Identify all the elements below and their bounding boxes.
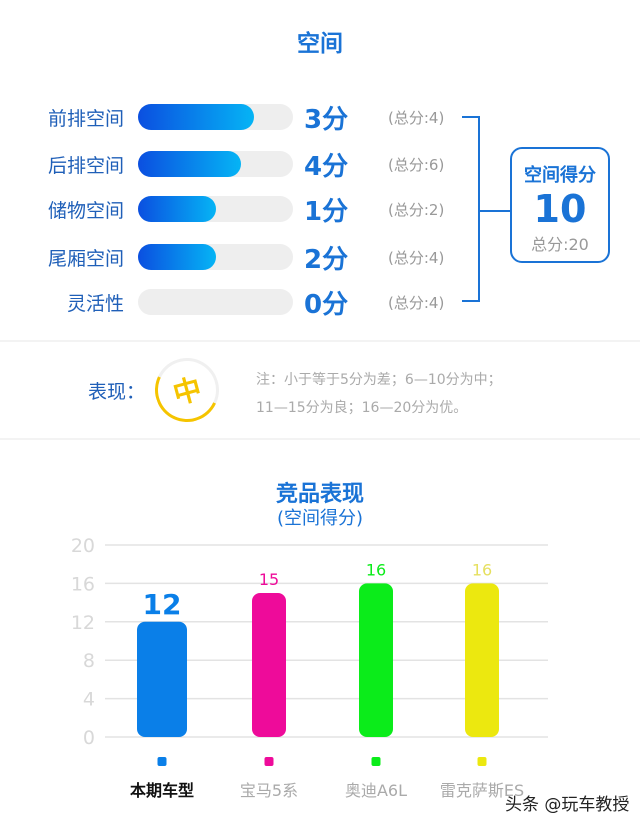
x-tick-label: 奥迪A6L [345, 781, 407, 800]
y-tick-label: 4 [83, 689, 95, 711]
score-bar-track [138, 104, 293, 130]
score-bar-fill [138, 151, 242, 177]
row-label: 灵活性 [66, 293, 124, 315]
data-label: 15 [259, 570, 279, 589]
score-bar-track [138, 196, 293, 222]
total-max: 总分:20 [531, 235, 589, 254]
row-score: 4分 [304, 152, 349, 182]
bar [359, 583, 393, 737]
data-label: 16 [472, 560, 492, 579]
row-label: 尾厢空间 [47, 248, 124, 270]
x-tick-label: 宝马5系 [240, 781, 298, 800]
score-bar-fill [138, 196, 216, 222]
total-label: 空间得分 [524, 165, 596, 186]
performance-label: 表现： [88, 381, 146, 403]
bracket-connector [480, 210, 510, 212]
x-tick-label: 雷克萨斯ES [440, 781, 524, 800]
row-max: (总分:2) [388, 201, 445, 219]
chart-subtitle: (空间得分) [276, 508, 364, 529]
watermark: 头条 @玩车教授 [505, 795, 630, 815]
bar [252, 593, 286, 737]
total-score-box: 空间得分 10 总分:20 [510, 147, 610, 263]
bar [137, 621, 187, 737]
note-line: 注：小于等于5分为差；6—10分为中； [256, 372, 502, 388]
y-tick-label: 0 [83, 727, 95, 749]
x-tick-label: 本期车型 [130, 781, 194, 800]
row-label: 后排空间 [47, 155, 124, 177]
data-label: 16 [366, 560, 386, 579]
score-bar-track [138, 244, 293, 270]
section-title: 空间 [297, 31, 343, 57]
score-bar-track [138, 151, 293, 177]
row-max: (总分:4) [388, 109, 445, 127]
bar [465, 583, 499, 737]
total-value: 10 [533, 187, 587, 231]
score-bar-fill [138, 104, 255, 130]
performance-section [0, 340, 640, 440]
legend-marker [264, 757, 274, 766]
y-tick-label: 8 [83, 650, 95, 672]
row-score: 0分 [304, 290, 349, 320]
row-max: (总分:4) [388, 249, 445, 267]
y-tick-label: 12 [71, 612, 95, 634]
y-tick-label: 16 [71, 573, 95, 595]
row-score: 2分 [304, 245, 349, 275]
bar-chart: 0 4 8 12 16 20 12 本期车型 15 宝马5系 16 奥迪A6L 16 雷克萨斯ES [71, 535, 548, 800]
note-line: 11—15分为良；16—20分为优。 [256, 400, 468, 416]
y-tick-label: 20 [71, 535, 95, 557]
legend-marker [371, 757, 381, 766]
row-label: 前排空间 [47, 108, 124, 130]
legend-marker [157, 757, 167, 766]
legend-marker [477, 757, 487, 766]
grade-note: 注：小于等于5分为差；6—10分为中； 11—15分为良；16—20分为优。 [256, 366, 502, 422]
row-max: (总分:4) [388, 294, 445, 312]
row-max: (总分:6) [388, 156, 445, 174]
bracket-line [462, 116, 480, 302]
row-score: 3分 [304, 105, 349, 135]
row-score: 1分 [304, 197, 349, 227]
chart-title: 竞品表现 [275, 482, 364, 507]
score-bar-fill [138, 244, 216, 270]
score-bar-track [138, 289, 293, 315]
row-label: 储物空间 [47, 200, 124, 222]
data-label: 12 [143, 588, 182, 621]
